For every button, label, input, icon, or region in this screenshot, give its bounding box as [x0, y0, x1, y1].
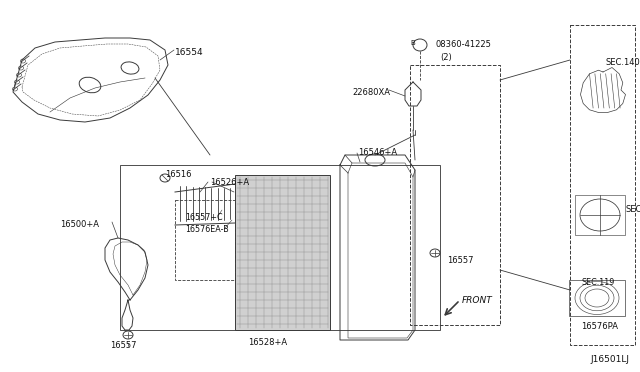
- Text: 16516: 16516: [165, 170, 191, 179]
- Text: B: B: [411, 40, 415, 46]
- Bar: [570, 25, 635, 345]
- Text: 16500+A: 16500+A: [60, 220, 99, 229]
- Text: SEC.119: SEC.119: [581, 278, 614, 287]
- Bar: [569, 280, 625, 316]
- Text: (2): (2): [440, 53, 452, 62]
- Text: 16526+A: 16526+A: [210, 178, 249, 187]
- Text: FRONT: FRONT: [462, 296, 493, 305]
- Bar: [120, 165, 440, 330]
- Text: SEC.140: SEC.140: [605, 58, 640, 67]
- Text: 16546+A: 16546+A: [358, 148, 397, 157]
- Text: J16501LJ: J16501LJ: [590, 355, 629, 364]
- Text: 16576PA: 16576PA: [582, 322, 618, 331]
- Bar: [575, 195, 625, 235]
- Text: 22680XA: 22680XA: [352, 88, 390, 97]
- Text: 08360-41225: 08360-41225: [436, 40, 492, 49]
- Text: 16557: 16557: [447, 256, 474, 265]
- Text: 16557: 16557: [110, 341, 136, 350]
- Text: 16528+A: 16528+A: [248, 338, 287, 347]
- Text: 16554: 16554: [175, 48, 204, 57]
- Text: 16576EA-B: 16576EA-B: [185, 225, 228, 234]
- Text: 16557+C: 16557+C: [185, 213, 223, 222]
- Text: SEC.163: SEC.163: [626, 205, 640, 214]
- Bar: [235, 175, 330, 330]
- Bar: [175, 200, 235, 280]
